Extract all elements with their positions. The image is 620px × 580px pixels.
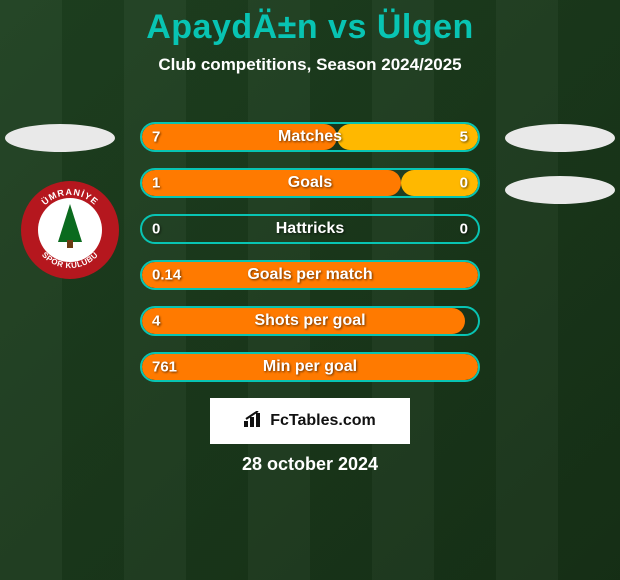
stat-bar-track	[140, 122, 480, 152]
stat-row: Shots per goal4	[140, 306, 480, 336]
stat-bar-fill-left	[142, 308, 465, 334]
stat-row: Hattricks00	[140, 214, 480, 244]
player-silhouette	[505, 176, 615, 204]
stat-bar-fill-left	[142, 354, 478, 380]
stat-row: Goals10	[140, 168, 480, 198]
stat-bar-track	[140, 168, 480, 198]
stat-row: Goals per match0.14	[140, 260, 480, 290]
stat-bar-track	[140, 352, 480, 382]
subtitle: Club competitions, Season 2024/2025	[0, 55, 620, 75]
fctables-text: FcTables.com	[270, 412, 376, 430]
club-badge: ÜMRANİYE SPOR KULÜBÜ	[20, 180, 120, 280]
stat-bar-fill-right	[401, 170, 478, 196]
fctables-watermark: FcTables.com	[210, 398, 410, 444]
stat-row: Matches75	[140, 122, 480, 152]
stat-bar-track	[140, 214, 480, 244]
player-silhouette	[5, 124, 115, 152]
page-title: ApaydÄ±n vs Ülgen	[0, 0, 620, 47]
stat-bar-track	[140, 260, 480, 290]
stat-bar-fill-left	[142, 170, 401, 196]
stat-bar-fill-left	[142, 124, 337, 150]
chart-icon	[244, 411, 264, 432]
stat-bar-fill-left	[142, 262, 478, 288]
stat-row: Min per goal761	[140, 352, 480, 382]
stat-bar-track	[140, 306, 480, 336]
stat-bar-fill-right	[337, 124, 478, 150]
player-silhouette	[505, 124, 615, 152]
stats-bars: Matches75 Goals10 Hattricks00 Goals per mat…	[140, 122, 480, 398]
date-text: 28 october 2024	[0, 454, 620, 475]
